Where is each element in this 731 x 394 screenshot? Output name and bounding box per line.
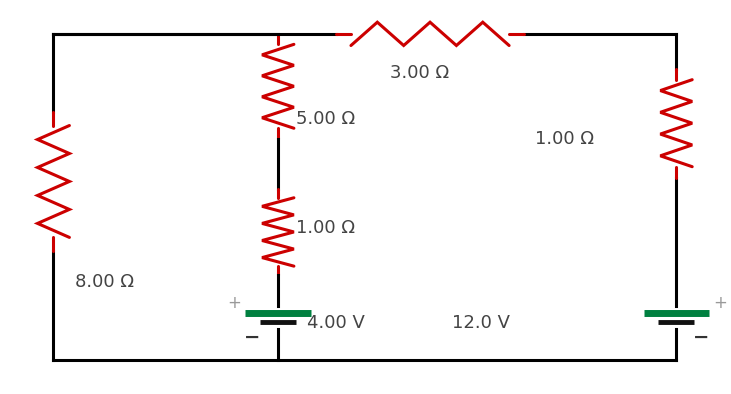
- Text: 1.00 Ω: 1.00 Ω: [296, 219, 355, 237]
- Text: +: +: [227, 294, 241, 312]
- Text: −: −: [694, 328, 710, 347]
- Text: 1.00 Ω: 1.00 Ω: [535, 130, 594, 148]
- Text: 5.00 Ω: 5.00 Ω: [296, 110, 355, 128]
- Text: +: +: [713, 294, 727, 312]
- Text: 8.00 Ω: 8.00 Ω: [75, 273, 135, 292]
- Text: 3.00 Ω: 3.00 Ω: [390, 64, 450, 82]
- Text: −: −: [244, 328, 261, 347]
- Text: 4.00 V: 4.00 V: [307, 314, 365, 332]
- Text: 12.0 V: 12.0 V: [452, 314, 510, 332]
